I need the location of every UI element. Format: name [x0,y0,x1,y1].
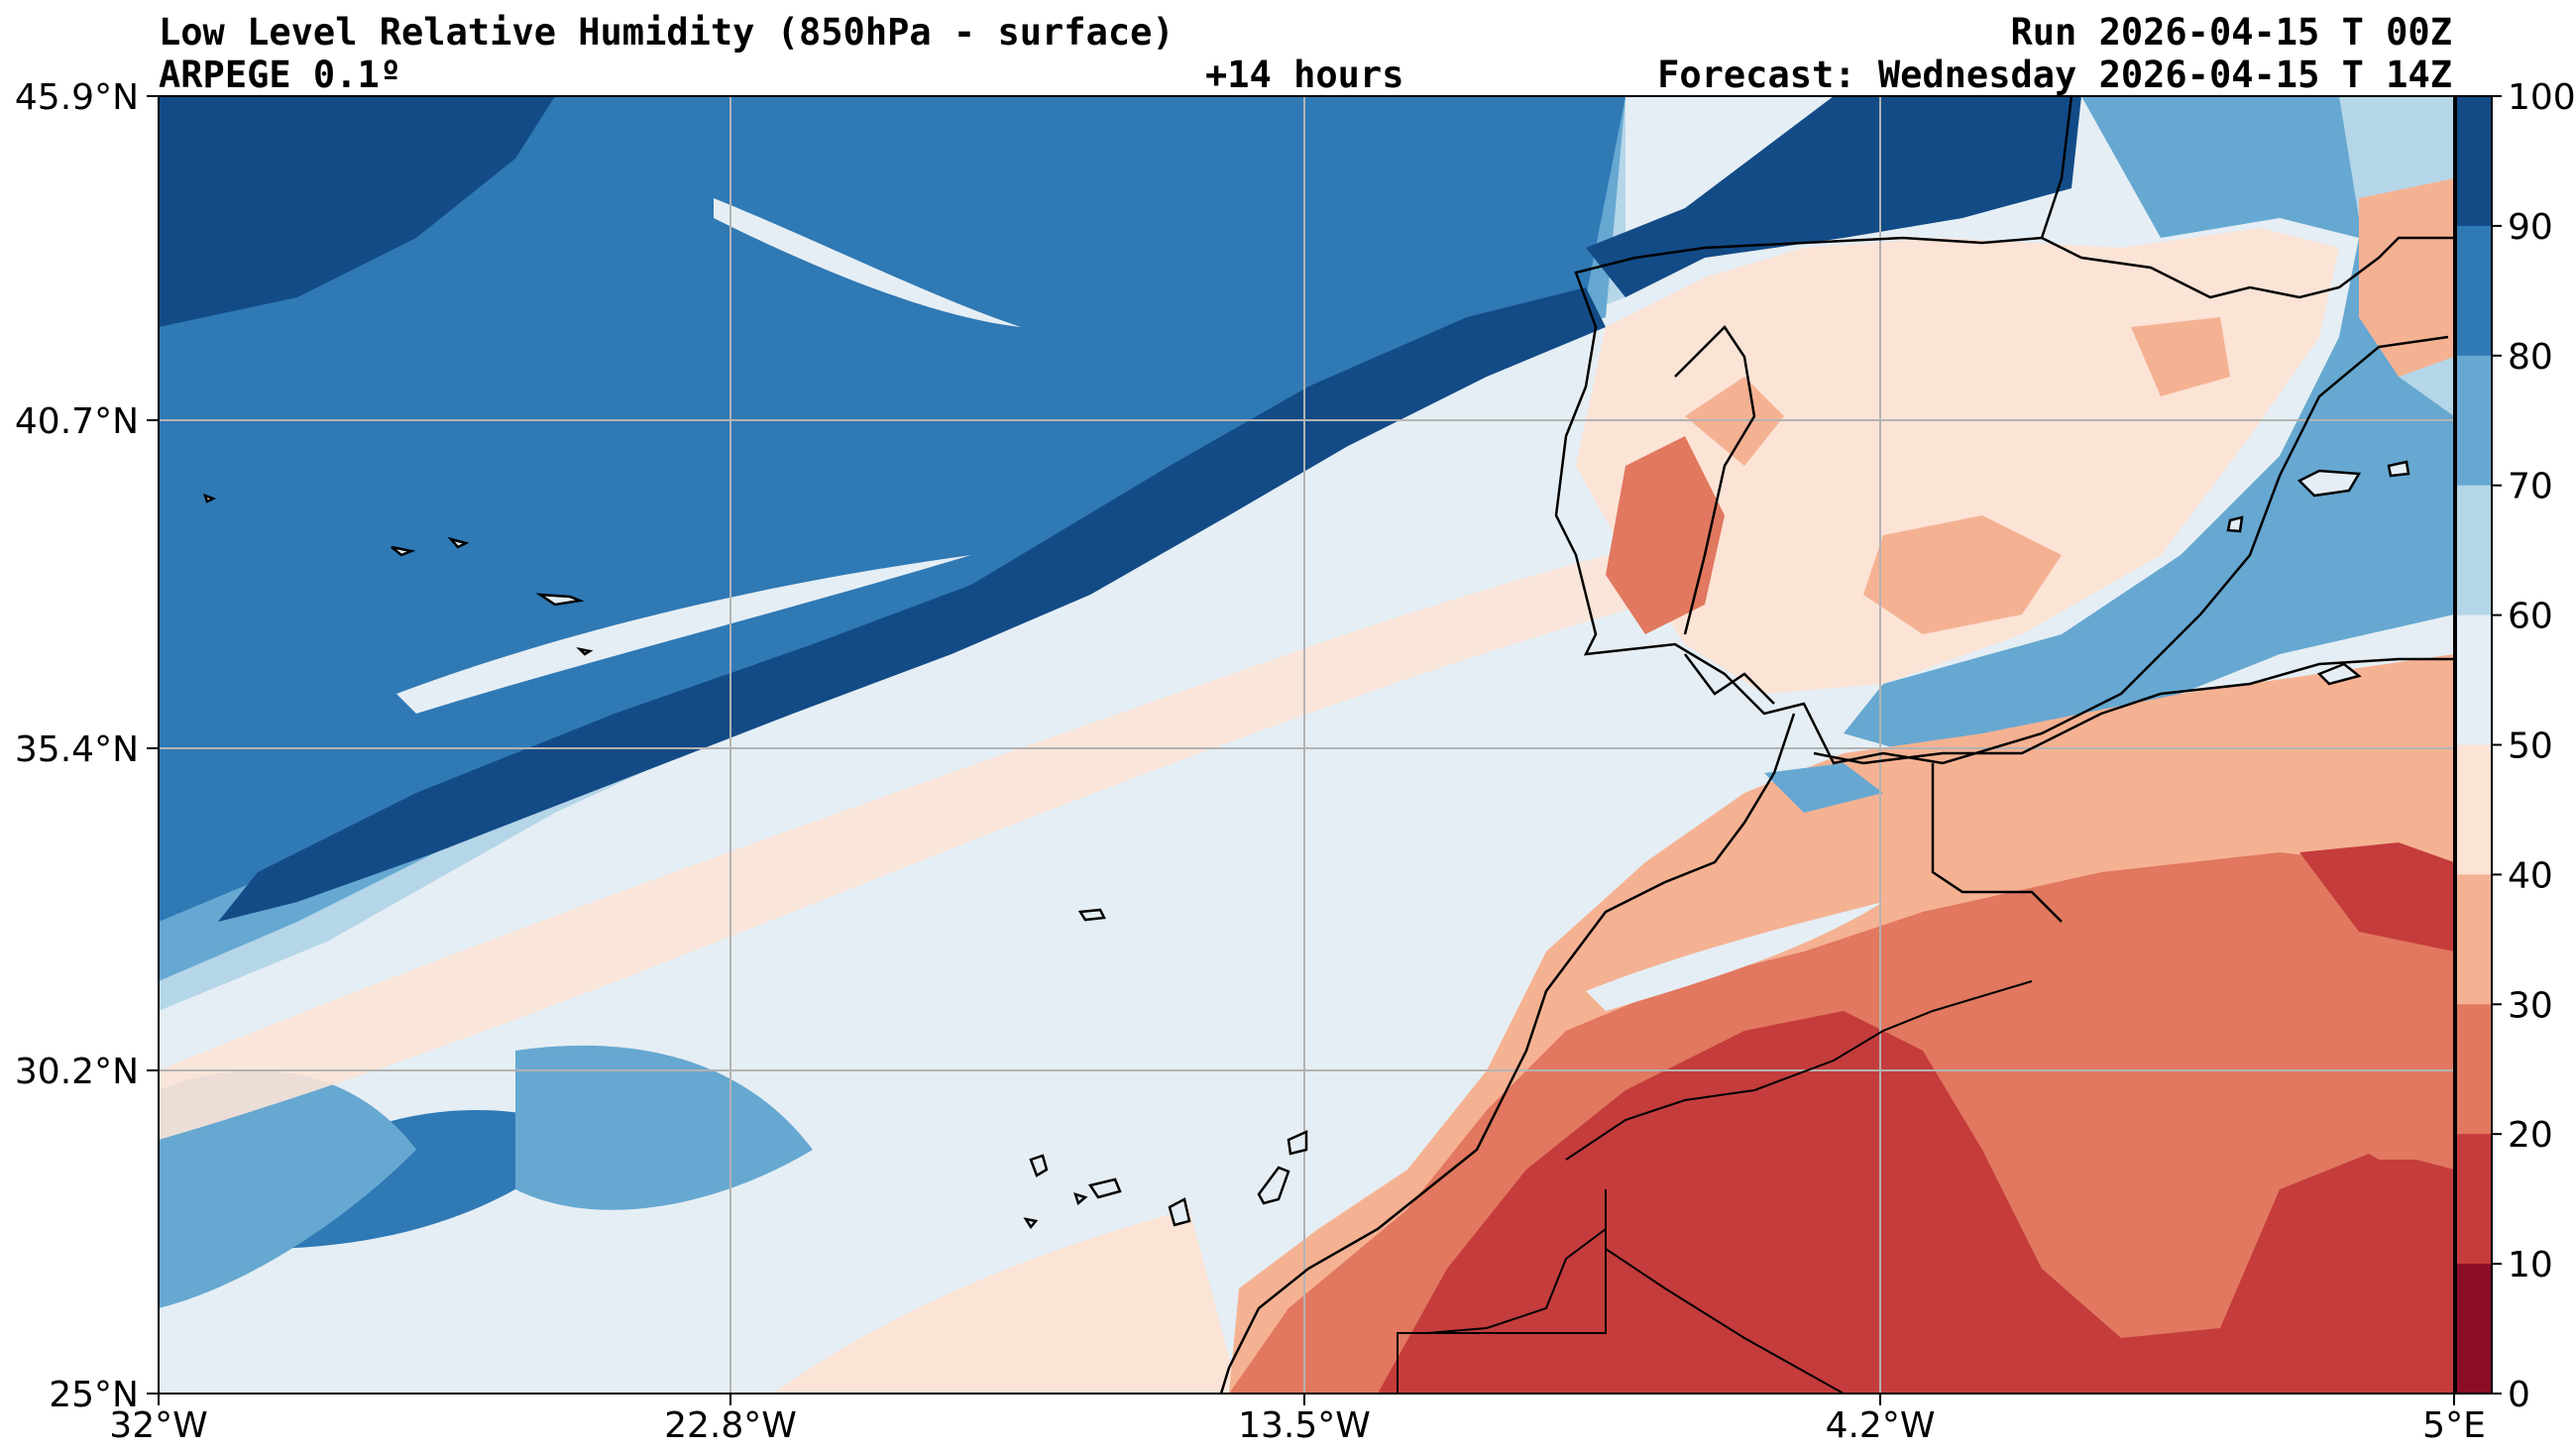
lon-label: 13.5°W [1238,1405,1371,1446]
lon-label: 4.2°W [1826,1405,1936,1446]
colorbar-segment [2456,744,2492,875]
graticule [159,96,2454,1394]
valid-time: Forecast: Wednesday 2026-04-15 T 14Z [1657,54,2452,96]
model-name: ARPEGE 0.1º [159,54,402,96]
lat-label: 25°N [49,1375,139,1415]
lat-label: 40.7°N [15,401,139,442]
colorbar-tick-label: 90 [2508,207,2553,248]
colorbar-tick-label: 10 [2508,1245,2553,1285]
humidity-field [159,96,2454,1394]
map-frame [158,95,2455,1395]
colorbar-segment [2456,1004,2492,1135]
colorbar-segment [2456,1264,2492,1395]
borders [1397,980,2033,1394]
colorbar-segment [2456,485,2492,616]
colorbar-segment [2456,225,2492,357]
colorbar-tick-label: 30 [2508,985,2553,1026]
colorbar-tick-label: 50 [2508,726,2553,767]
colorbar-tick-label: 40 [2508,855,2553,896]
colorbar-segment [2456,96,2492,227]
run-time: Run 2026-04-15 T 00Z [2010,11,2452,54]
colorbar-tick-label: 60 [2508,597,2553,637]
lat-label: 30.2°N [15,1052,139,1092]
coastlines [1219,96,2454,1394]
colorbar-tick-label: 100 [2508,77,2576,118]
lon-label: 22.8°W [664,1405,797,1446]
lat-label: 45.9°N [15,77,139,118]
colorbar-segment [2456,874,2492,1005]
lat-label: 35.4°N [15,729,139,770]
lon-label: 32°W [109,1405,207,1446]
lead-time: +14 hours [1205,54,1404,96]
colorbar-tick-label: 70 [2508,467,2553,507]
colorbar-segment [2456,1134,2492,1265]
colorbar-segment [2456,355,2492,487]
colorbar-tick-label: 0 [2508,1375,2530,1415]
map-title: Low Level Relative Humidity (850hPa - su… [159,11,1175,54]
lon-label: 5°E [2422,1405,2486,1446]
islands [202,460,2410,1230]
colorbar-tick-label: 80 [2508,337,2553,378]
colorbar-tick-label: 20 [2508,1115,2553,1156]
colorbar-segment [2456,614,2492,745]
